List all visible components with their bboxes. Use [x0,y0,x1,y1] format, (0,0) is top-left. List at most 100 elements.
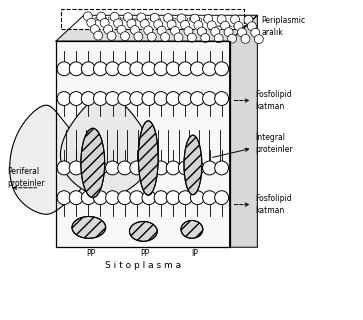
Circle shape [130,191,144,204]
Circle shape [93,92,107,106]
Circle shape [251,28,260,37]
Circle shape [215,161,229,175]
Circle shape [142,92,156,106]
Circle shape [171,27,180,36]
Circle shape [118,92,132,106]
Text: PP: PP [86,249,95,258]
FancyBboxPatch shape [61,9,244,29]
Circle shape [178,161,192,175]
Circle shape [228,34,237,43]
Circle shape [144,26,153,35]
Circle shape [130,26,139,35]
Ellipse shape [138,121,158,195]
Circle shape [203,92,216,106]
Circle shape [106,161,119,175]
Circle shape [93,191,107,204]
Circle shape [154,191,168,204]
Circle shape [81,92,95,106]
Circle shape [134,32,143,41]
Circle shape [137,13,146,22]
Circle shape [215,62,229,76]
Circle shape [154,92,168,106]
Circle shape [57,161,71,175]
Circle shape [130,62,144,76]
Circle shape [215,191,229,204]
Circle shape [187,33,196,42]
Circle shape [178,92,192,106]
Circle shape [204,14,213,23]
Circle shape [83,12,92,21]
Circle shape [57,191,71,204]
Circle shape [57,62,71,76]
Circle shape [217,15,226,24]
Circle shape [248,22,256,31]
Circle shape [214,34,223,43]
Circle shape [234,21,243,30]
Circle shape [94,31,103,40]
Circle shape [140,20,149,28]
Circle shape [164,13,172,22]
Ellipse shape [181,220,203,238]
Circle shape [191,92,204,106]
Circle shape [87,18,96,27]
Circle shape [203,161,216,175]
Circle shape [127,19,136,28]
Circle shape [130,161,144,175]
Circle shape [244,15,253,24]
Circle shape [100,19,109,28]
Circle shape [174,33,183,42]
Circle shape [191,191,204,204]
Circle shape [161,33,170,42]
Text: S i t o p l a s m a: S i t o p l a s m a [105,261,182,270]
Circle shape [178,62,192,76]
Circle shape [93,161,107,175]
Circle shape [154,20,163,29]
Text: Periplasmic
aralık: Periplasmic aralık [261,16,305,36]
Circle shape [194,20,203,29]
Ellipse shape [81,128,105,198]
Circle shape [191,161,204,175]
Circle shape [254,35,263,44]
Text: Fosfolipid
katman: Fosfolipid katman [255,194,292,215]
Text: Şekil-4: Hücre zarının üç boyutlu hali: Şekil-4: Hücre zarının üç boyutlu hali [94,17,210,22]
Circle shape [97,12,106,21]
Circle shape [184,27,193,36]
Circle shape [221,21,229,30]
Ellipse shape [130,221,157,241]
Circle shape [81,191,95,204]
Circle shape [57,92,71,106]
Circle shape [142,161,156,175]
Circle shape [69,161,83,175]
Circle shape [123,13,132,22]
Circle shape [207,21,216,30]
Circle shape [166,191,180,204]
Circle shape [118,161,132,175]
Circle shape [191,62,204,76]
Circle shape [237,28,246,37]
Circle shape [121,32,130,41]
Circle shape [191,14,199,23]
Circle shape [154,161,168,175]
Polygon shape [56,41,229,247]
Circle shape [106,92,119,106]
Circle shape [203,191,216,204]
Circle shape [215,92,229,106]
Circle shape [118,191,132,204]
Circle shape [142,62,156,76]
Polygon shape [61,94,151,197]
Circle shape [114,19,123,28]
Text: IP: IP [191,249,198,258]
Circle shape [110,12,119,21]
Circle shape [142,191,156,204]
Circle shape [157,26,166,35]
Circle shape [231,15,240,24]
Circle shape [69,191,83,204]
Circle shape [197,27,206,36]
Circle shape [166,161,180,175]
Circle shape [117,25,126,34]
Circle shape [167,20,176,29]
Circle shape [166,92,180,106]
Circle shape [130,92,144,106]
Ellipse shape [184,135,202,195]
Circle shape [224,28,233,36]
